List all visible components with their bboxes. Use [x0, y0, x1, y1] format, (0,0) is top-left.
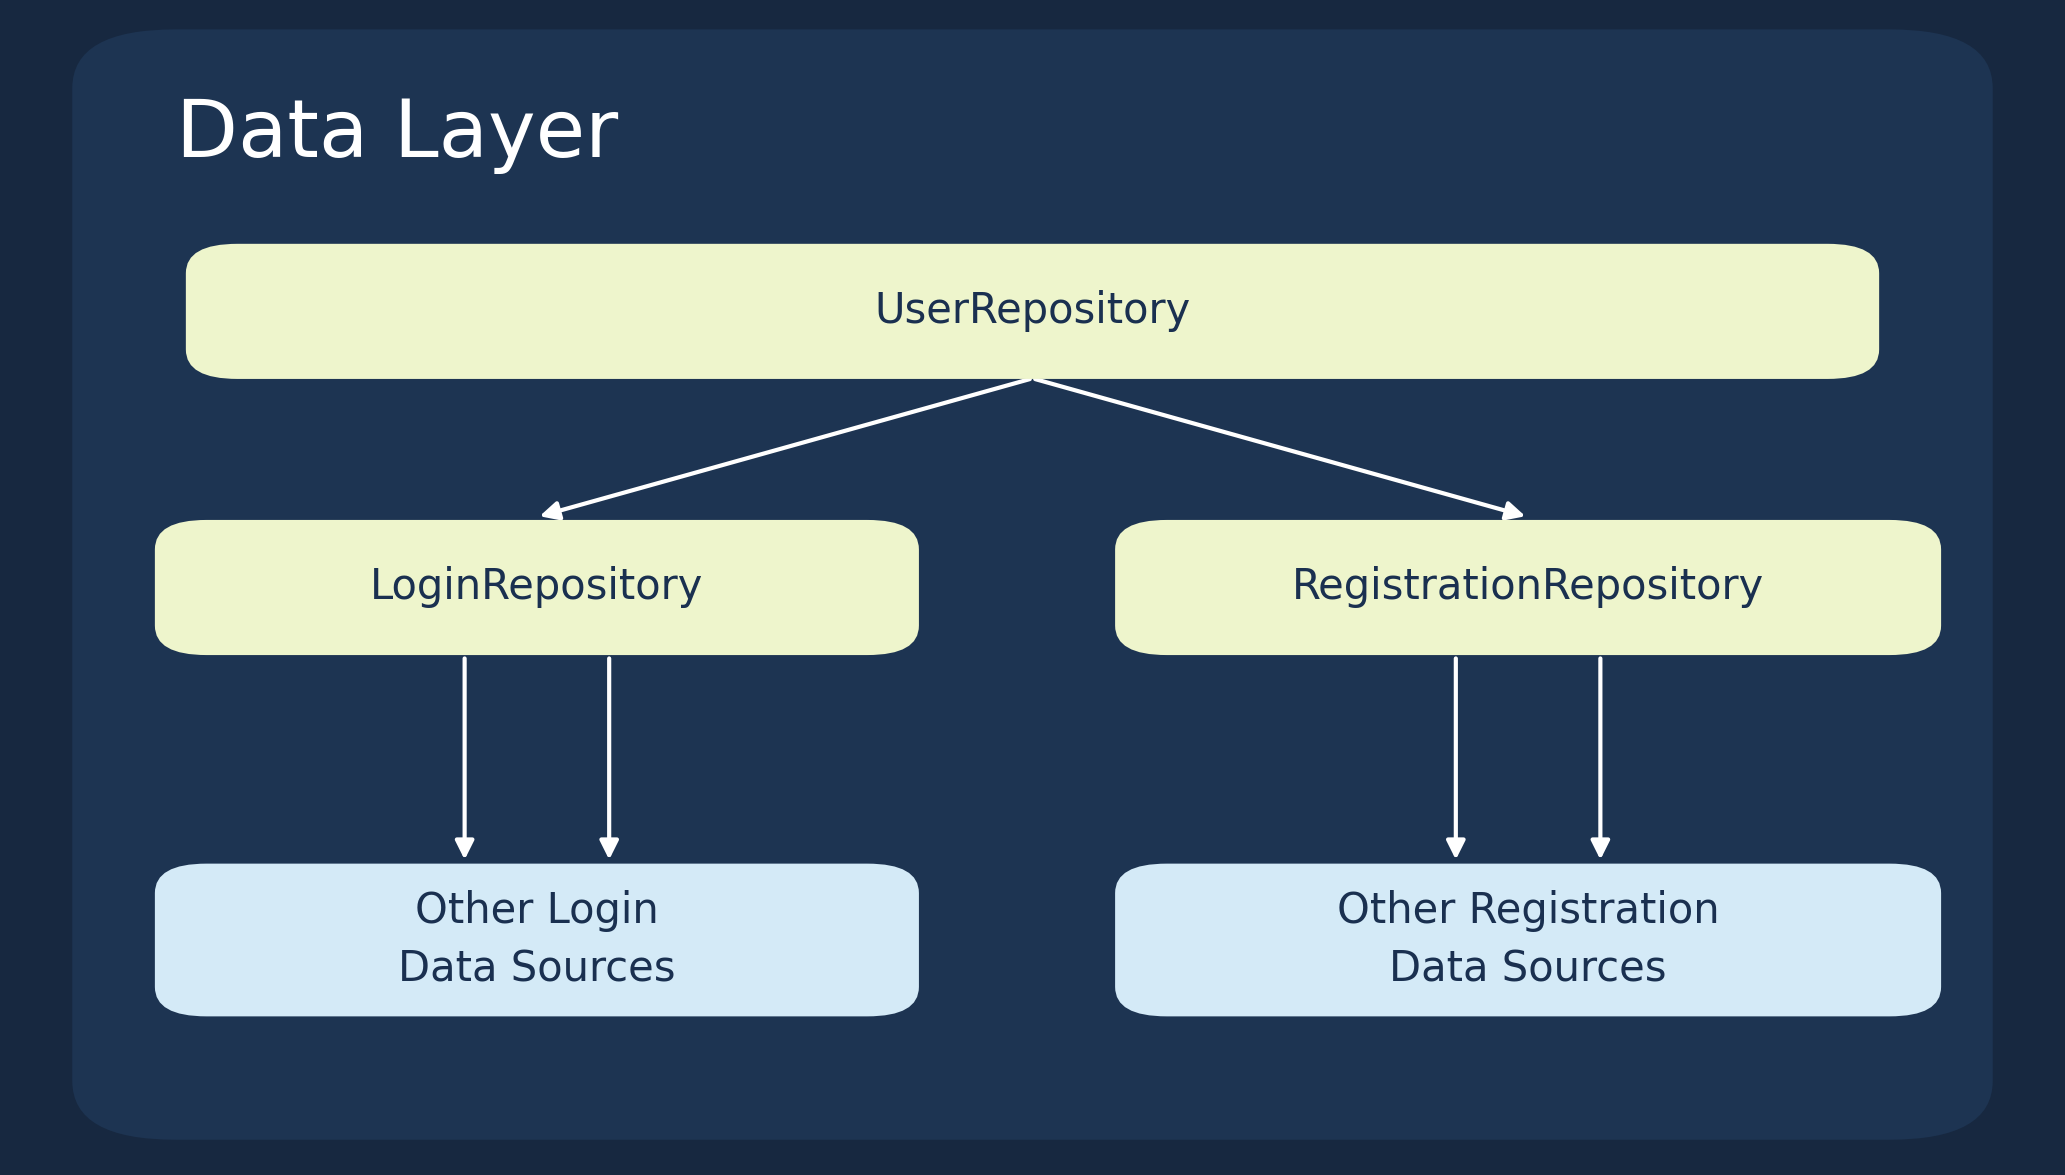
Text: RegistrationRepository: RegistrationRepository	[1293, 566, 1764, 609]
Text: UserRepository: UserRepository	[873, 290, 1192, 333]
FancyBboxPatch shape	[72, 29, 1993, 1140]
Text: LoginRepository: LoginRepository	[370, 566, 704, 609]
FancyBboxPatch shape	[1115, 519, 1941, 656]
FancyBboxPatch shape	[155, 864, 919, 1016]
Text: Other Registration
Data Sources: Other Registration Data Sources	[1336, 889, 1720, 991]
FancyBboxPatch shape	[1115, 864, 1941, 1016]
Text: Other Login
Data Sources: Other Login Data Sources	[399, 889, 675, 991]
FancyBboxPatch shape	[186, 244, 1879, 378]
FancyBboxPatch shape	[155, 519, 919, 656]
Text: Data Layer: Data Layer	[176, 96, 617, 174]
